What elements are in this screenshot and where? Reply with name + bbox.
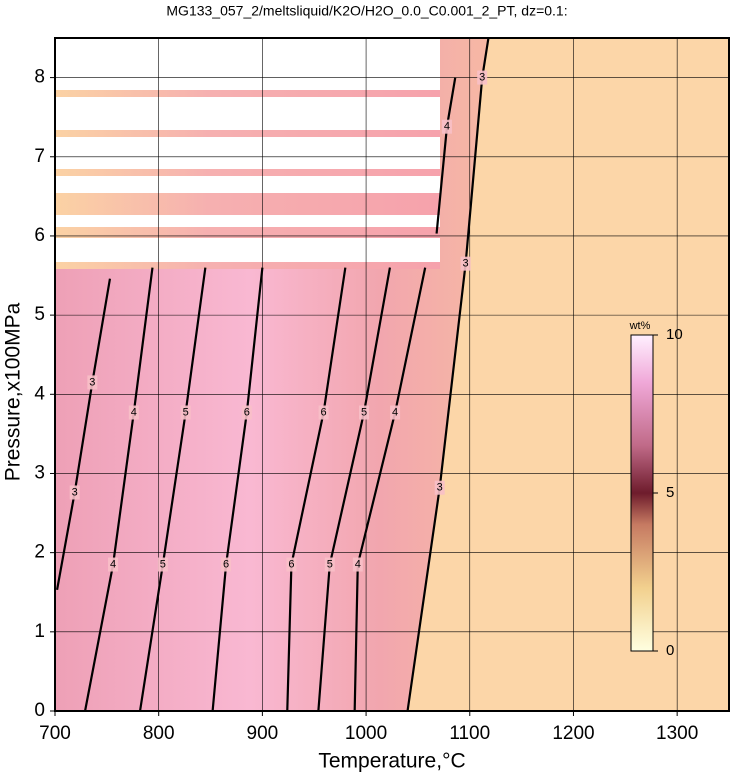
- y-tick-label: 7: [34, 146, 45, 167]
- x-tick-label: 1100: [449, 723, 490, 744]
- contour-label: 5: [160, 558, 166, 570]
- contour-label-bg: [108, 557, 119, 572]
- x-axis-label: Temperature,°C: [318, 750, 465, 773]
- x-tick-label: 1200: [552, 723, 594, 744]
- colorbar-label: wt%: [629, 320, 651, 332]
- stripe: [55, 227, 440, 238]
- contour-label: 3: [89, 376, 95, 388]
- contour-label-bg: [359, 405, 370, 420]
- x-tick-label: 700: [39, 723, 71, 744]
- contour-line: [55, 278, 112, 591]
- contour-label: 5: [361, 406, 367, 418]
- contour-label-bg: [69, 485, 80, 500]
- contour-label-bg: [128, 405, 139, 420]
- x-tick-label: 800: [143, 723, 175, 744]
- contour-label: 3: [437, 482, 443, 494]
- contour-label: 5: [183, 406, 189, 418]
- stripe: [55, 262, 440, 269]
- chart-title: MG133_057_2/meltsliquid/K2O/H2O_0.0_C0.0…: [166, 3, 567, 19]
- contour-label-bg: [390, 405, 401, 420]
- x-tick-label: 1000: [345, 723, 387, 744]
- colorbar-tick-label: 5: [666, 484, 674, 501]
- contour-label-bg: [477, 70, 488, 85]
- y-tick-label: 2: [34, 542, 45, 563]
- colorbar: [630, 334, 654, 652]
- y-tick-label: 1: [34, 621, 45, 642]
- plot-area: 3 3 4 4 5 5 6 6 6 6 5 5 4 4 3 3 3 4: [55, 38, 729, 711]
- contour-label: 3: [72, 486, 78, 498]
- y-tick-label: 4: [34, 383, 45, 404]
- contour-label: 4: [131, 406, 137, 418]
- contour-label-bg: [87, 375, 98, 390]
- contour-label-bg: [441, 119, 452, 134]
- colorbar-tick-label: 10: [666, 326, 683, 343]
- contour-label: 6: [244, 406, 250, 418]
- y-tick-label: 6: [34, 225, 45, 246]
- contour-label-bg: [434, 480, 445, 495]
- contour-label: 3: [479, 71, 485, 83]
- contour-label: 4: [444, 121, 450, 133]
- contours: 3 3 4 4 5 5 6 6 6 6 5 5 4 4 3 3 3 4: [55, 38, 729, 711]
- x-tick-label: 900: [247, 723, 279, 744]
- contour-label-bg: [352, 557, 363, 572]
- contour-line: [138, 267, 207, 711]
- contour-line: [353, 267, 427, 711]
- contour-label-bg: [324, 557, 335, 572]
- contour-line: [83, 267, 154, 711]
- colorbar-tick-label: 0: [666, 642, 674, 659]
- contour-label: 4: [392, 406, 398, 418]
- contour-label-bg: [318, 405, 329, 420]
- stripe: [55, 193, 440, 215]
- blank-region: [55, 38, 440, 264]
- contour-line: [211, 267, 264, 711]
- x-tick-label: 1300: [656, 723, 698, 744]
- y-tick-label: 8: [34, 67, 45, 88]
- stripe: [55, 130, 440, 137]
- frame: [54, 37, 730, 712]
- contour-label-bg: [460, 256, 471, 271]
- contour-label-bg: [221, 557, 232, 572]
- contour-label: 4: [355, 558, 361, 570]
- contour-line: [286, 267, 347, 711]
- contour-label-bg: [180, 405, 191, 420]
- contour-label: 4: [110, 558, 116, 570]
- y-tick-label: 0: [34, 700, 45, 721]
- y-axis-label: Pressure,x100MPa: [2, 302, 25, 481]
- y-tick-label: 5: [34, 304, 45, 325]
- stripe: [55, 169, 440, 176]
- contour-label: 3: [463, 258, 469, 270]
- contour-label: 6: [223, 558, 229, 570]
- contour-label: 5: [327, 558, 333, 570]
- y-tick-label: 3: [34, 462, 45, 483]
- contour-label-bg: [157, 557, 168, 572]
- contour-label: 6: [288, 558, 294, 570]
- contour-line: [317, 267, 392, 711]
- contour-label: 6: [321, 406, 327, 418]
- contour-label-bg: [286, 557, 297, 572]
- stripe: [55, 90, 440, 97]
- contour-label-bg: [241, 405, 252, 420]
